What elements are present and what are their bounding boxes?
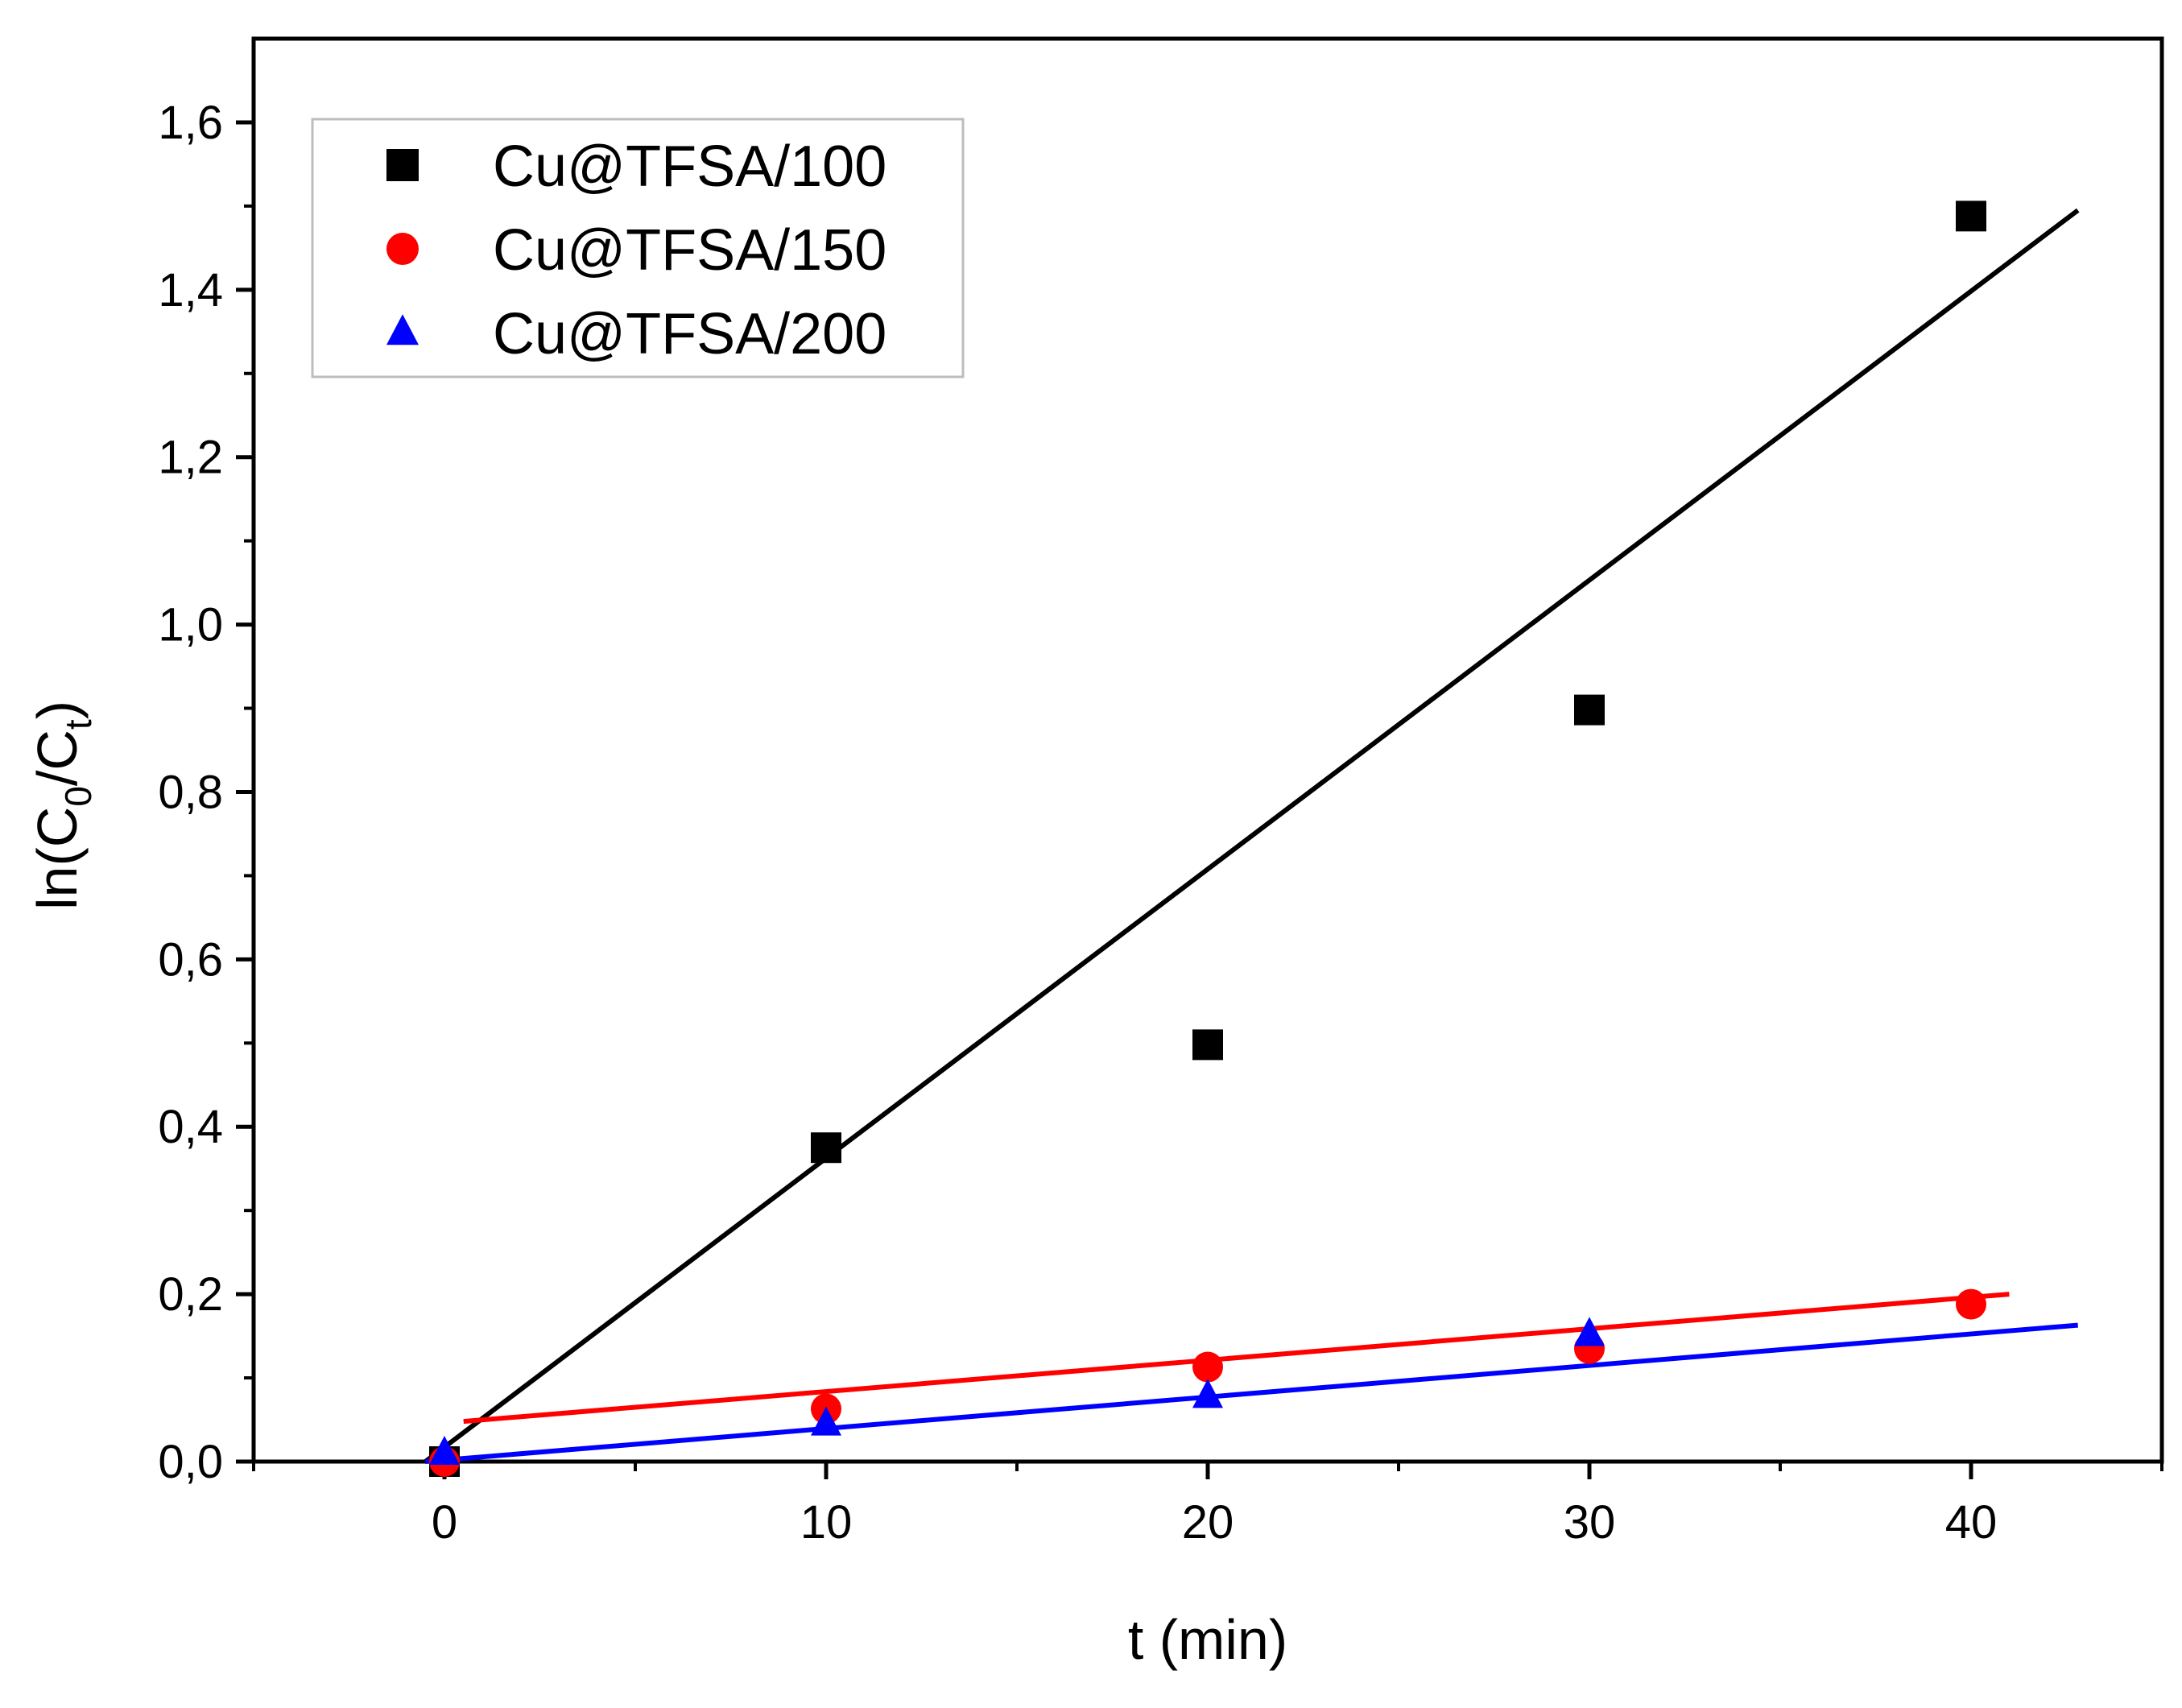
legend-label: Cu@TFSA/150 <box>493 218 886 283</box>
legend-label: Cu@TFSA/100 <box>493 134 886 199</box>
data-point-circle <box>1192 1351 1223 1383</box>
data-point-triangle <box>429 1435 460 1466</box>
fit-line-1 <box>463 1292 2010 1425</box>
legend-marker-square <box>386 149 419 181</box>
legend: Cu@TFSA/100 Cu@TFSA/150 Cu@TFSA/200 <box>311 118 965 378</box>
y-tick-label: 1,0 <box>158 599 223 651</box>
data-point-square <box>1574 694 1605 726</box>
y-tick-label: 1,6 <box>158 97 223 149</box>
legend-box <box>311 118 965 378</box>
y-tick-label: 0,4 <box>158 1101 223 1153</box>
x-tick-label: 30 <box>1564 1496 1616 1549</box>
data-point-triangle <box>811 1406 841 1436</box>
fit-line-0 <box>424 208 2080 1464</box>
x-tick-label: 0 <box>432 1496 457 1549</box>
x-axis: 0 10 20 30 40 <box>252 1462 2163 1549</box>
data-point-triangle <box>1192 1379 1223 1408</box>
y-tick-label: 1,2 <box>158 432 223 484</box>
fit-line-2 <box>425 1322 2078 1464</box>
x-tick-label: 20 <box>1182 1496 1234 1549</box>
data-point-circle <box>1956 1288 1986 1320</box>
data-point-square <box>811 1132 841 1164</box>
y-tick-label: 1,4 <box>158 264 223 316</box>
y-tick-label: 0,6 <box>158 933 223 986</box>
y-axis-title-prefix: ln(C <box>26 807 89 910</box>
data-point-triangle <box>1574 1317 1605 1346</box>
y-tick-label: 0,0 <box>158 1436 223 1488</box>
data-point-square <box>1192 1029 1223 1061</box>
data-point-square <box>1956 201 1986 232</box>
y-axis-title: ln(C0/Ct) <box>26 701 99 910</box>
legend-marker-circle <box>386 233 419 265</box>
x-tick-label: 10 <box>800 1496 853 1549</box>
y-axis: 0,0 0,2 0,4 0,6 0,8 1,0 1,2 1,4 1,6 <box>158 97 254 1488</box>
y-tick-label: 0,2 <box>158 1268 223 1321</box>
legend-marker-triangle <box>386 314 419 345</box>
legend-label: Cu@TFSA/200 <box>493 302 886 366</box>
y-axis-title-sub-t: t <box>57 719 99 730</box>
y-tick-label: 0,8 <box>158 766 223 818</box>
fit-lines <box>424 208 2080 1464</box>
y-axis-title-sub-0: 0 <box>57 786 99 807</box>
y-axis-title-mid: /C <box>26 730 89 786</box>
y-axis-title-suffix: ) <box>26 701 89 719</box>
data-markers <box>429 201 1986 1477</box>
x-axis-title: t (min) <box>1128 1608 1287 1671</box>
x-tick-label: 40 <box>1945 1496 1998 1549</box>
